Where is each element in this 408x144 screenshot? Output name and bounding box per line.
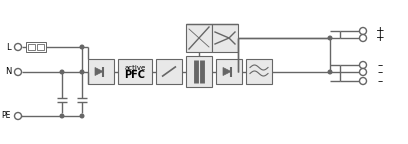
Bar — [246, 59, 272, 84]
Bar — [186, 24, 212, 52]
Circle shape — [359, 35, 366, 41]
Bar — [156, 59, 182, 84]
Text: –: – — [377, 76, 383, 86]
Bar — [37, 44, 44, 50]
Bar — [88, 59, 114, 84]
Bar — [26, 42, 46, 52]
Text: +: + — [376, 33, 384, 43]
Bar — [118, 59, 152, 84]
Circle shape — [60, 114, 64, 118]
Circle shape — [60, 70, 64, 74]
Text: +: + — [376, 26, 384, 36]
Bar — [216, 59, 242, 84]
Text: L: L — [6, 42, 10, 52]
Text: N: N — [5, 68, 11, 76]
Circle shape — [359, 28, 366, 35]
Circle shape — [328, 36, 332, 40]
Circle shape — [80, 114, 84, 118]
Bar — [186, 56, 212, 87]
Polygon shape — [223, 68, 231, 75]
Circle shape — [359, 77, 366, 85]
Circle shape — [359, 69, 366, 75]
Bar — [212, 24, 238, 52]
Circle shape — [15, 43, 22, 51]
Text: active: active — [124, 65, 146, 71]
Circle shape — [80, 70, 84, 74]
Circle shape — [15, 69, 22, 75]
Polygon shape — [95, 68, 103, 75]
Text: PFC: PFC — [124, 70, 146, 79]
Circle shape — [359, 61, 366, 69]
Circle shape — [328, 70, 332, 74]
Text: –: – — [377, 60, 383, 70]
Text: PE: PE — [1, 111, 11, 121]
Bar — [28, 44, 35, 50]
Circle shape — [15, 112, 22, 120]
Text: –: – — [377, 67, 383, 77]
Circle shape — [80, 45, 84, 49]
